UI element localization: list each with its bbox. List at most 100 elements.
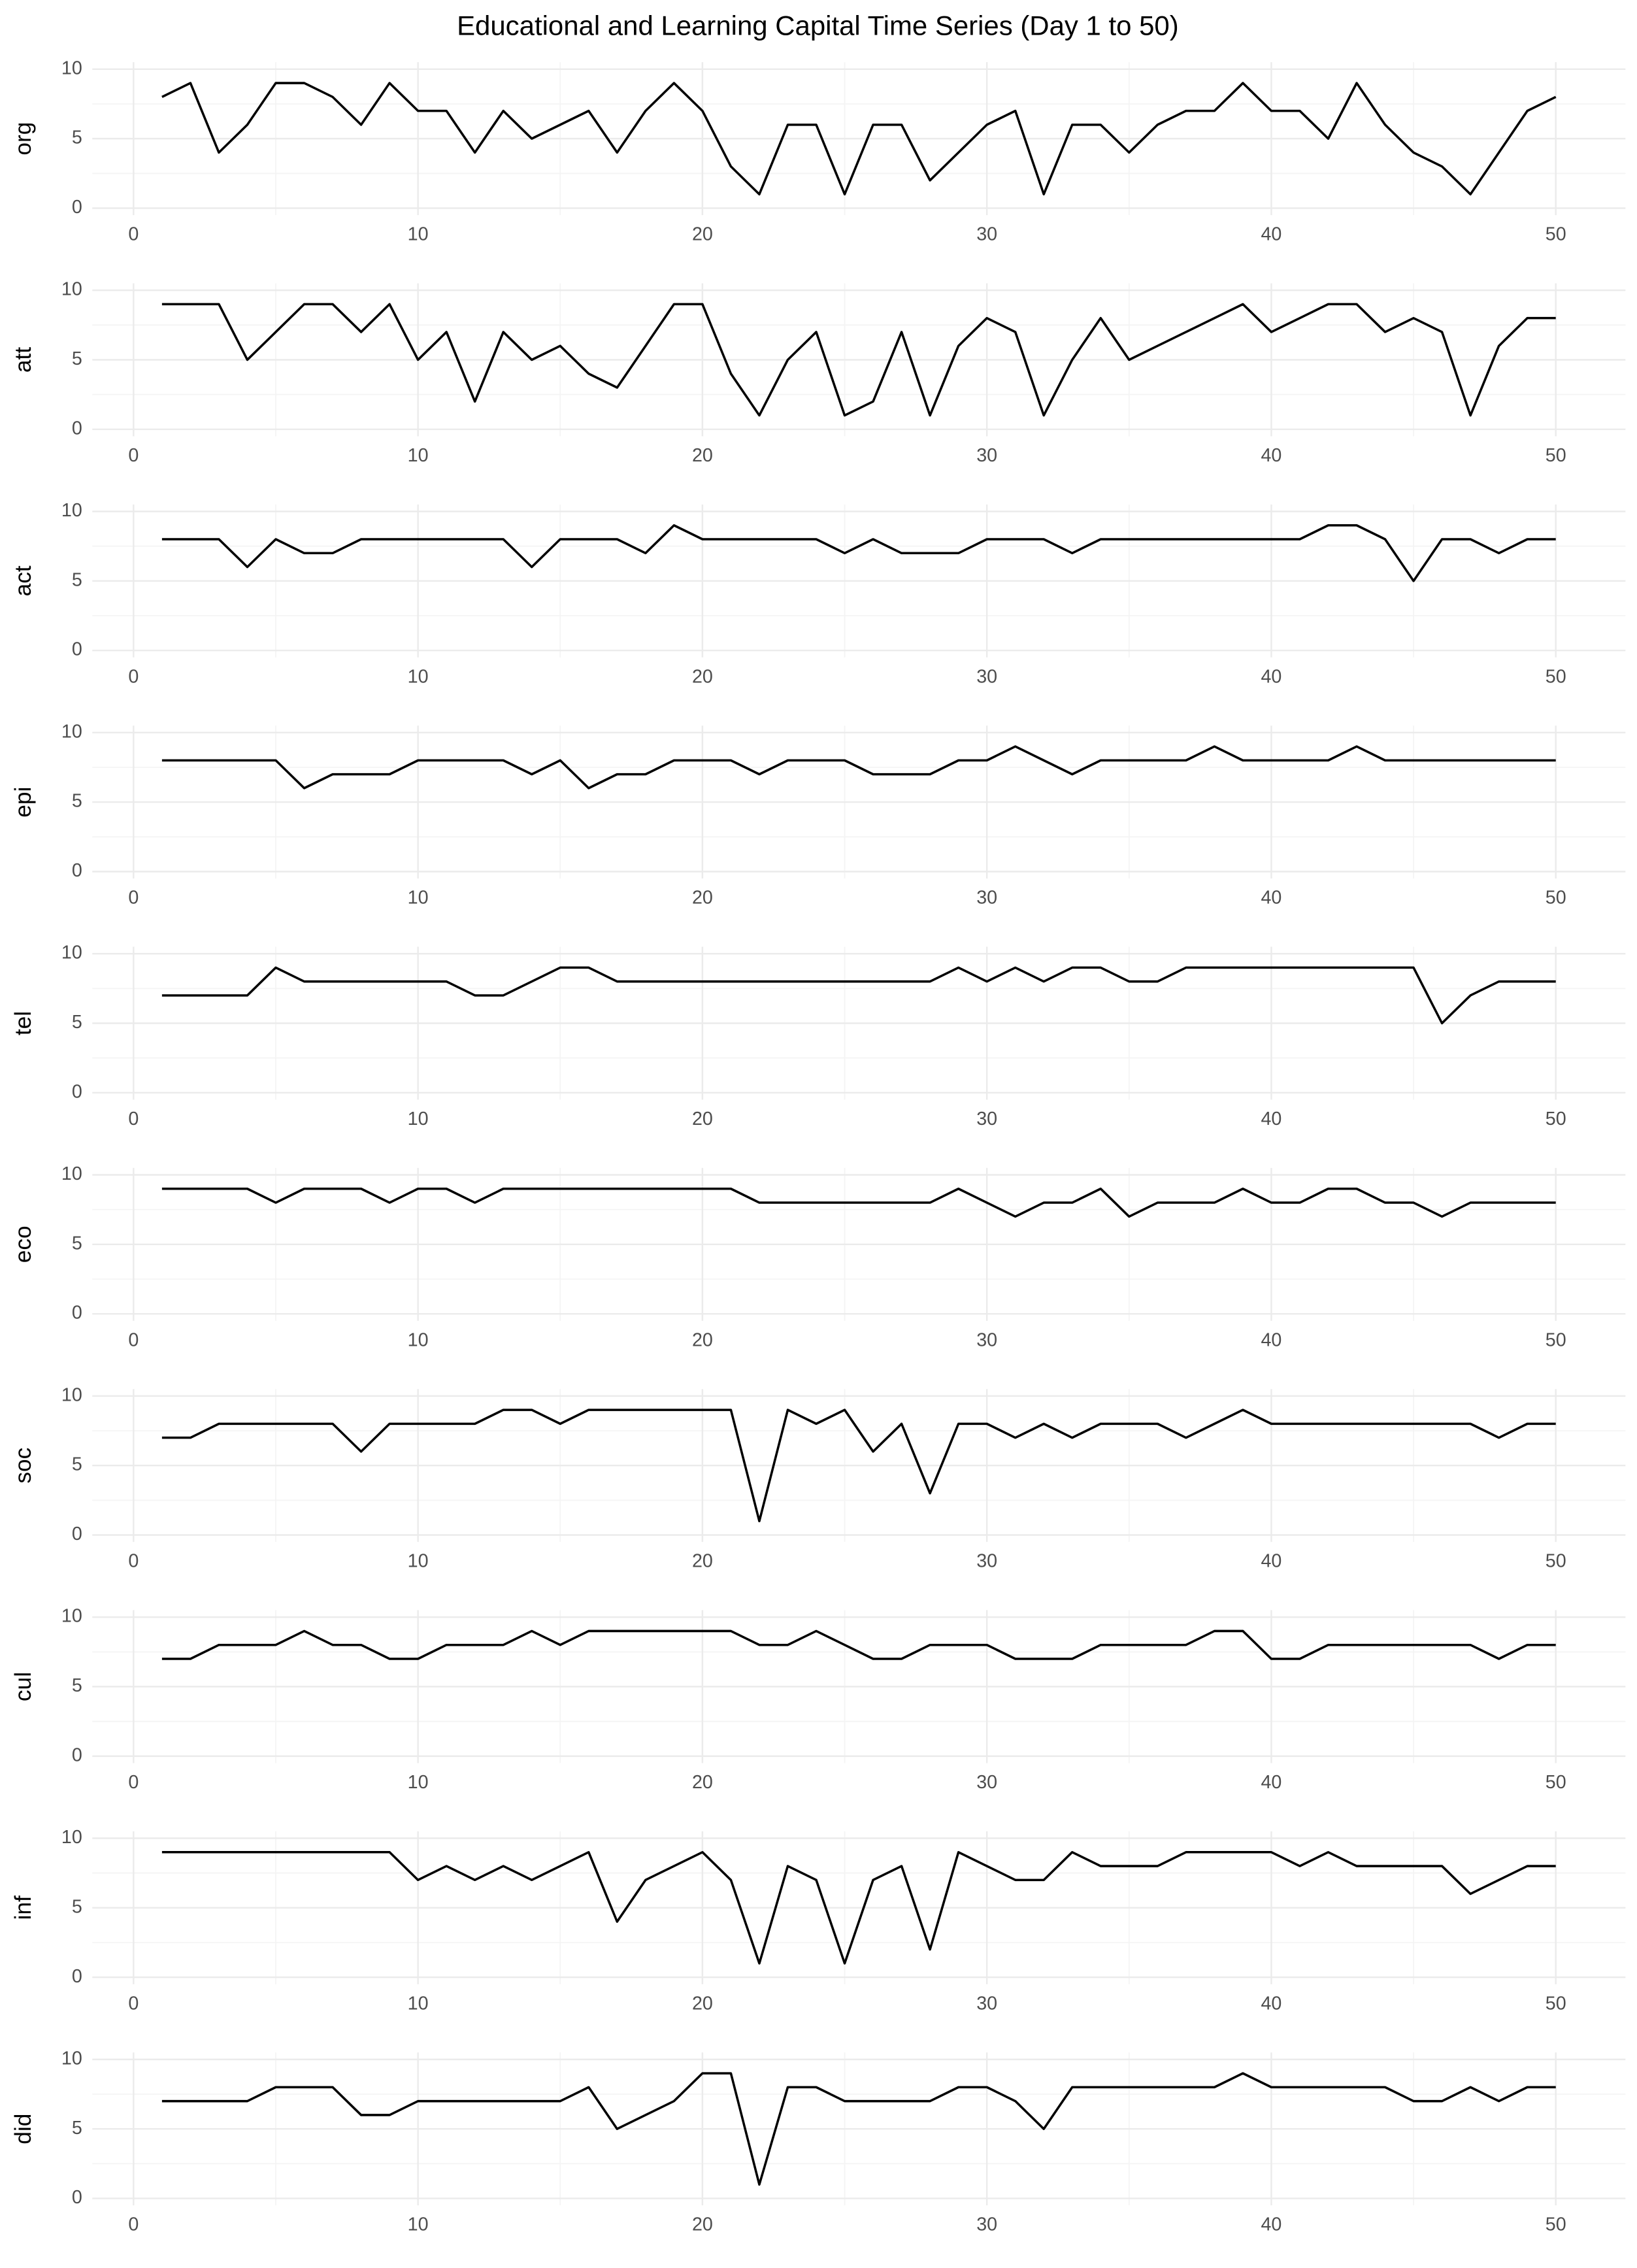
x-tick-label: 0 [128, 888, 139, 909]
y-tick-label: 10 [61, 500, 82, 521]
x-tick-label: 0 [128, 2214, 139, 2235]
y-tick-label: 10 [61, 279, 82, 300]
x-tick-label: 10 [408, 666, 429, 687]
y-tick-label: 0 [72, 418, 82, 439]
x-tick-label: 40 [1261, 888, 1281, 909]
y-tick-label: 5 [72, 1012, 82, 1033]
x-tick-label: 20 [692, 1329, 713, 1350]
x-tick-label: 10 [408, 1772, 429, 1793]
series-line [161, 966, 1556, 1025]
y-tick-label: 10 [61, 942, 82, 963]
y-tick-label: 0 [72, 1966, 82, 1987]
x-tick-label: 30 [976, 445, 997, 466]
y-tick-label: 5 [72, 1454, 82, 1475]
x-tick-label: 30 [976, 888, 997, 909]
x-tick-label: 50 [1546, 2214, 1566, 2235]
y-axis-title: soc [10, 1448, 36, 1484]
y-axis-title: act [10, 565, 36, 596]
x-tick-label: 10 [408, 1329, 429, 1350]
y-axis-title: eco [10, 1226, 36, 1263]
y-tick-label: 10 [61, 1827, 82, 1848]
x-tick-label: 10 [408, 1551, 429, 1572]
series-line [161, 1629, 1556, 1660]
panel: 0 5 10 0 10 20 30 40 50 soc [10, 1384, 1626, 1572]
y-tick-label: 5 [72, 348, 82, 369]
series-line [161, 303, 1556, 417]
x-tick-label: 20 [692, 1109, 713, 1129]
x-tick-label: 50 [1546, 1993, 1566, 2014]
x-tick-label: 30 [976, 1329, 997, 1350]
x-tick-label: 30 [976, 1993, 997, 2014]
x-tick-label: 20 [692, 2214, 713, 2235]
x-tick-label: 0 [128, 445, 139, 466]
x-tick-label: 50 [1546, 666, 1566, 687]
x-tick-label: 20 [692, 666, 713, 687]
x-tick-label: 40 [1261, 1109, 1281, 1129]
x-tick-label: 0 [128, 224, 139, 245]
x-tick-label: 50 [1546, 1551, 1566, 1572]
y-tick-label: 10 [61, 1163, 82, 1184]
series-line [161, 1409, 1556, 1523]
panel: 0 5 10 0 10 20 30 40 50 org [10, 58, 1626, 245]
chart-title: Educational and Learning Capital Time Se… [457, 10, 1179, 41]
panel: 0 5 10 0 10 20 30 40 50 act [10, 500, 1626, 687]
y-tick-label: 10 [61, 58, 82, 78]
series-line [161, 2072, 1556, 2186]
x-tick-label: 40 [1261, 2214, 1281, 2235]
y-tick-label: 10 [61, 1384, 82, 1405]
x-tick-label: 20 [692, 888, 713, 909]
series-line [161, 745, 1556, 790]
x-tick-label: 10 [408, 888, 429, 909]
y-axis-title: inf [10, 1895, 36, 1920]
x-tick-label: 40 [1261, 1329, 1281, 1350]
y-tick-label: 0 [72, 1081, 82, 1102]
panel: 0 5 10 0 10 20 30 40 50 epi [10, 721, 1626, 909]
y-tick-label: 5 [72, 791, 82, 812]
x-tick-label: 10 [408, 1109, 429, 1129]
y-axis-title: did [10, 2114, 36, 2144]
x-tick-label: 30 [976, 1551, 997, 1572]
x-tick-label: 50 [1546, 224, 1566, 245]
y-axis-title: cul [10, 1672, 36, 1701]
x-tick-label: 30 [976, 1109, 997, 1129]
y-tick-label: 0 [72, 2187, 82, 2208]
y-axis-title: tel [10, 1011, 36, 1035]
x-tick-label: 20 [692, 1551, 713, 1572]
x-tick-label: 50 [1546, 1329, 1566, 1350]
x-tick-label: 40 [1261, 666, 1281, 687]
y-tick-label: 5 [72, 127, 82, 148]
y-tick-label: 0 [72, 860, 82, 881]
panel: 0 5 10 0 10 20 30 40 50 did [10, 2048, 1626, 2235]
y-tick-label: 5 [72, 569, 82, 590]
y-tick-label: 5 [72, 2118, 82, 2139]
x-tick-label: 20 [692, 1993, 713, 2014]
x-tick-label: 0 [128, 666, 139, 687]
series-line [161, 82, 1557, 195]
y-tick-label: 0 [72, 639, 82, 660]
x-tick-label: 40 [1261, 445, 1281, 466]
y-tick-label: 0 [72, 197, 82, 218]
panel: 0 5 10 0 10 20 30 40 50 tel [10, 942, 1626, 1129]
x-tick-label: 50 [1546, 888, 1566, 909]
panel: 0 5 10 0 10 20 30 40 50 eco [10, 1163, 1626, 1350]
x-tick-label: 30 [976, 2214, 997, 2235]
x-tick-label: 10 [408, 2214, 429, 2235]
x-tick-label: 20 [692, 445, 713, 466]
x-tick-label: 50 [1546, 445, 1566, 466]
x-tick-label: 0 [128, 1993, 139, 2014]
x-tick-label: 0 [128, 1329, 139, 1350]
y-axis-title: att [10, 347, 36, 373]
y-tick-label: 10 [61, 721, 82, 742]
y-tick-label: 5 [72, 1675, 82, 1696]
panel: 0 5 10 0 10 20 30 40 50 inf [10, 1827, 1626, 2014]
panel: 0 5 10 0 10 20 30 40 50 cul [10, 1606, 1626, 1793]
x-tick-label: 50 [1546, 1109, 1566, 1129]
x-tick-label: 40 [1261, 224, 1281, 245]
y-tick-label: 0 [72, 1744, 82, 1765]
series-line [161, 1851, 1556, 1965]
x-tick-label: 10 [408, 445, 429, 466]
x-tick-label: 40 [1261, 1993, 1281, 2014]
y-tick-label: 10 [61, 1606, 82, 1627]
